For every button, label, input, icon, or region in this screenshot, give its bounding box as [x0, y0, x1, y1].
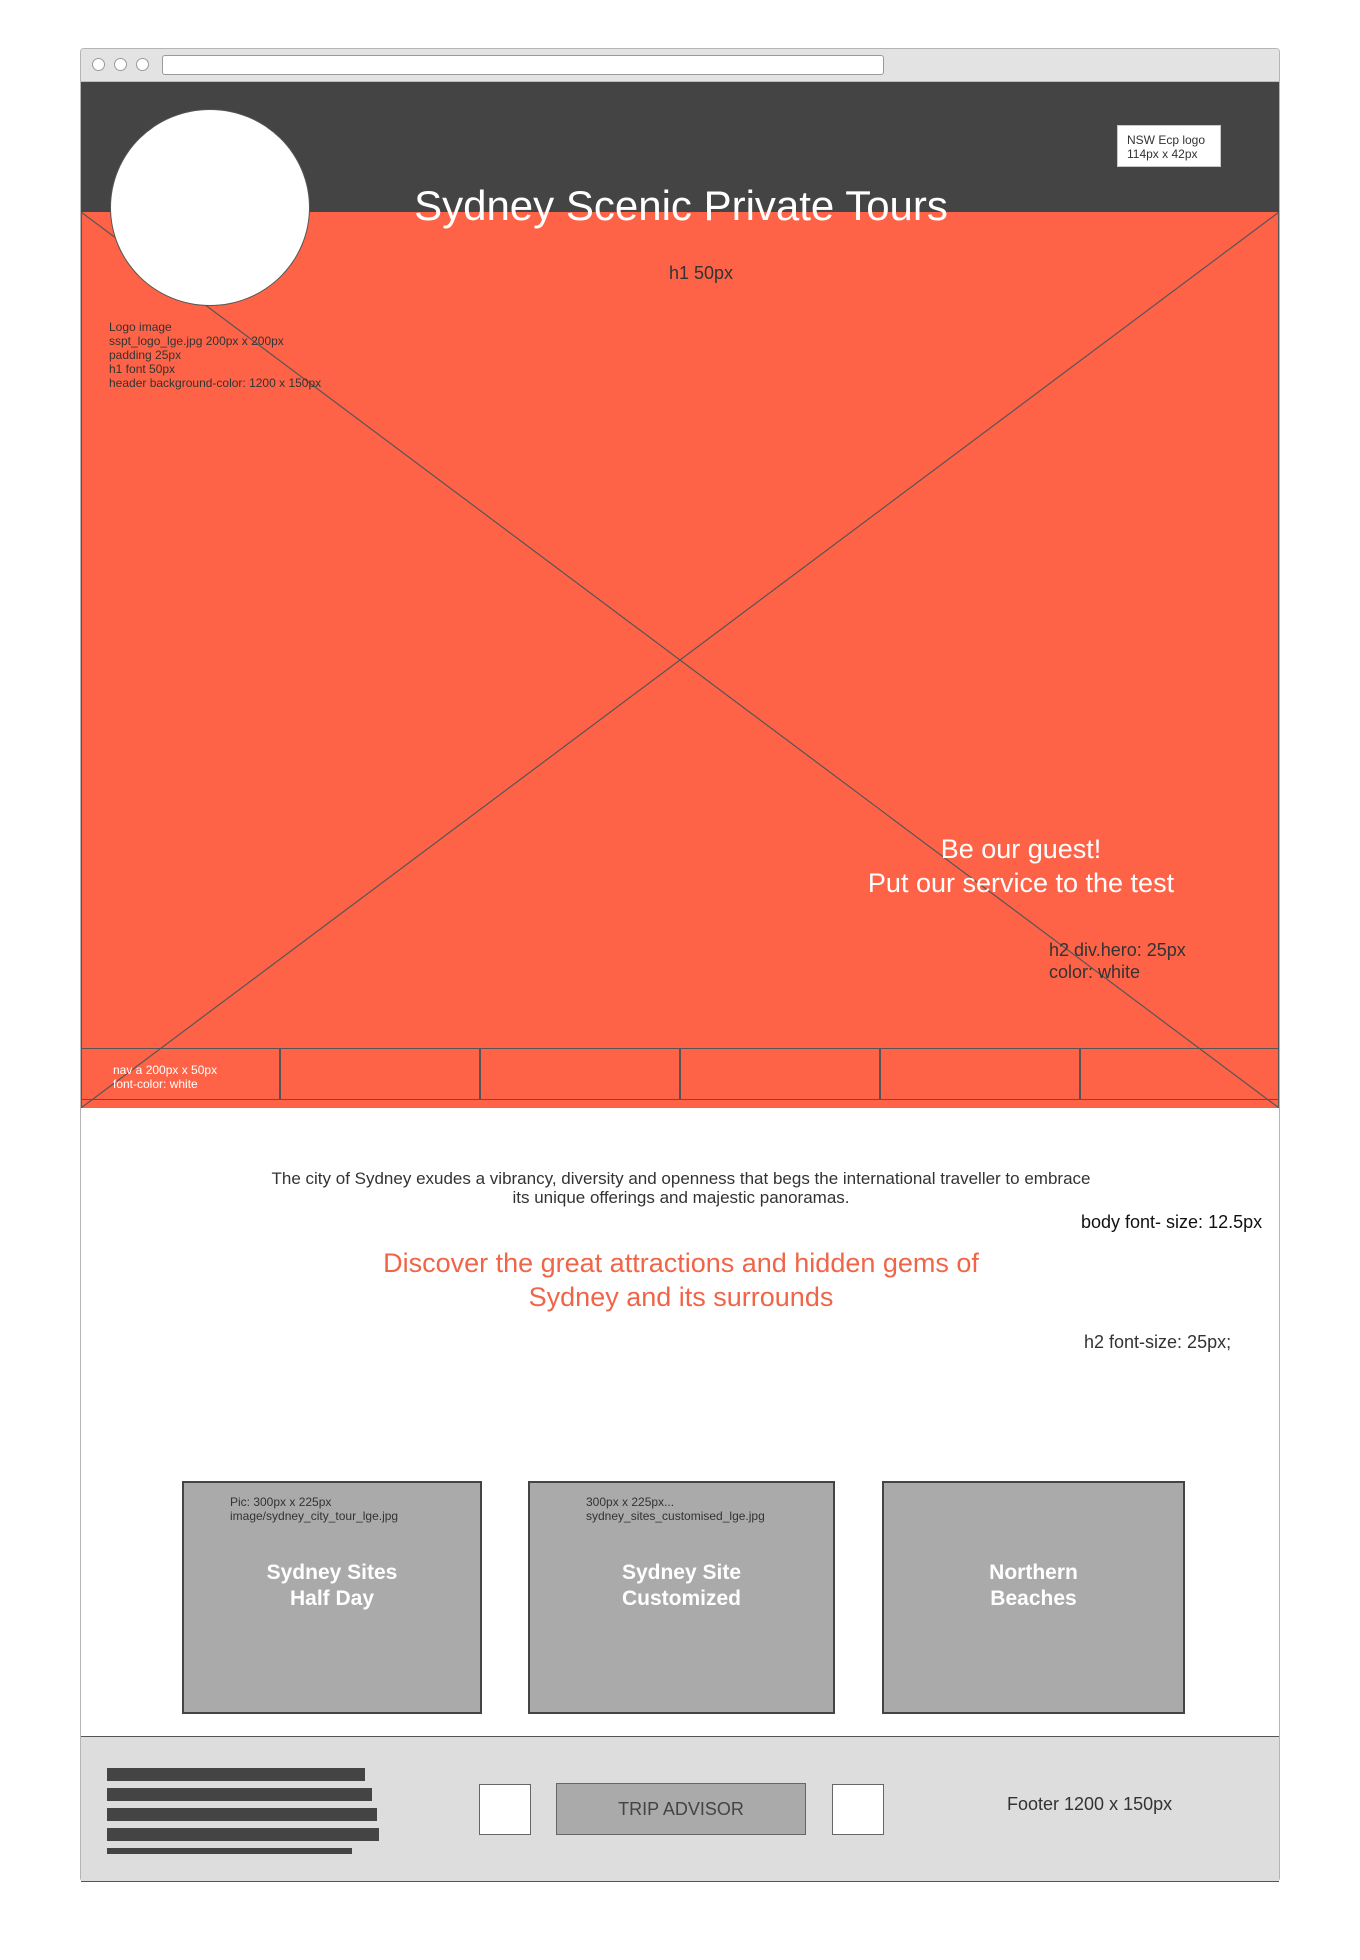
title-annotation: h1 50px: [668, 263, 734, 283]
footer-text-line: [107, 1848, 352, 1854]
tour-card-half-day[interactable]: Pic: 300px x 225px image/sydney_city_tou…: [182, 1481, 482, 1714]
address-bar[interactable]: [162, 55, 884, 75]
nav-item-3[interactable]: [481, 1049, 681, 1099]
nav-item-6[interactable]: [1081, 1049, 1279, 1099]
site-footer: TRIP ADVISOR Footer 1200 x 150px: [81, 1736, 1279, 1882]
window-close-dot-icon[interactable]: [92, 58, 105, 71]
card-title: Northern Beaches: [989, 1561, 1078, 1610]
trip-advisor-button[interactable]: TRIP ADVISOR: [556, 1783, 806, 1835]
card-title: Sydney Site Customized: [621, 1561, 742, 1610]
card-title: Sydney Sites Half Day: [266, 1561, 398, 1610]
page-title: Sydney Scenic Private Tours: [414, 182, 948, 229]
nav-item-4[interactable]: [681, 1049, 881, 1099]
hero-heading: Be our guest! Put our service to the tes…: [867, 834, 1175, 898]
footer-text-line: [107, 1808, 377, 1821]
window-maximize-dot-icon[interactable]: [136, 58, 149, 71]
tour-card-customized[interactable]: 300px x 225px... sydney_sites_customised…: [528, 1481, 835, 1714]
footer-text-line: [107, 1768, 365, 1781]
discover-heading: Discover the great attractions and hidde…: [383, 1248, 979, 1312]
footer-text-line: [107, 1788, 372, 1801]
window-minimize-dot-icon[interactable]: [114, 58, 127, 71]
browser-window: Sydney Scenic Private Tours h1 50px Logo…: [80, 48, 1280, 1882]
nsw-logo-placeholder: NSW Ecp logo 114px x 42px: [1117, 125, 1221, 167]
footer-annotation: Footer 1200 x 150px: [1007, 1794, 1173, 1814]
card-image-annotation: Pic: 300px x 225px image/sydney_city_tou…: [230, 1495, 399, 1523]
intro-paragraph: The city of Sydney exudes a vibrancy, di…: [271, 1169, 1091, 1207]
social-icon-placeholder[interactable]: [832, 1784, 884, 1835]
main-nav: nav a 200px x 50px font-color: white: [81, 1048, 1279, 1100]
heading-annotation: h2 font-size: 25px;: [1084, 1332, 1232, 1352]
nav-item-2[interactable]: [281, 1049, 481, 1099]
footer-text-line: [107, 1828, 379, 1841]
hero-heading-annotation: h2 div.hero: 25px color: white: [1049, 940, 1186, 982]
image-placeholder-cross-icon: [81, 211, 1279, 1108]
nav-item-5[interactable]: [881, 1049, 1081, 1099]
logo-annotation: Logo image sspt_logo_lge.jpg 200px x 200…: [109, 320, 322, 390]
browser-toolbar: [81, 49, 1279, 82]
tour-card-northern-beaches[interactable]: Northern Beaches: [882, 1481, 1185, 1714]
body-font-annotation: body font- size: 12.5px: [1081, 1212, 1263, 1232]
nsw-logo-annotation: NSW Ecp logo 114px x 42px: [1127, 133, 1206, 161]
social-icon-placeholder[interactable]: [479, 1784, 531, 1835]
card-image-annotation: 300px x 225px... sydney_sites_customised…: [586, 1495, 765, 1523]
site-logo-placeholder[interactable]: [110, 109, 310, 306]
nav-item-1[interactable]: nav a 200px x 50px font-color: white: [81, 1049, 281, 1099]
